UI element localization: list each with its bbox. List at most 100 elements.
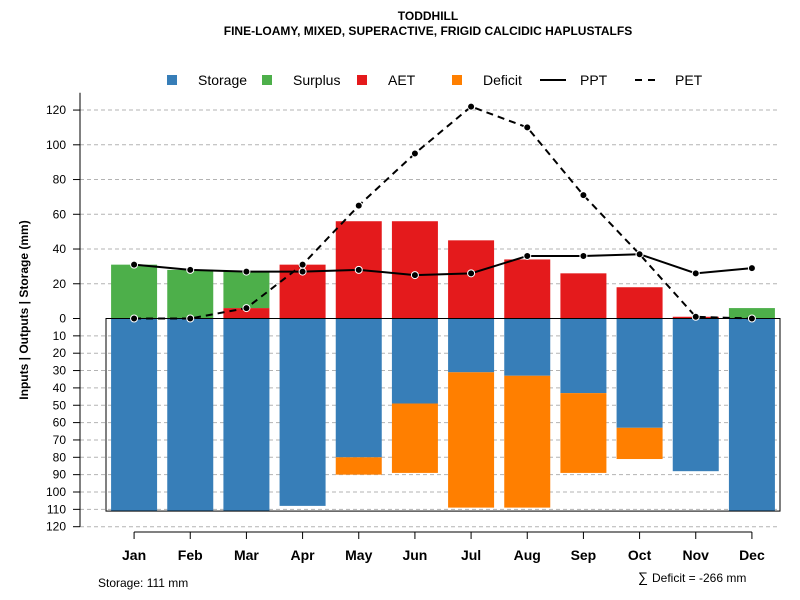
chart-title: TODDHILL bbox=[398, 9, 458, 23]
x-tick-label-nov: Nov bbox=[683, 547, 710, 563]
bar-deficit-aug bbox=[504, 375, 551, 508]
point-pet-oct bbox=[635, 250, 644, 259]
x-tick-label-jul: Jul bbox=[461, 547, 481, 563]
bar-storage-feb bbox=[167, 318, 214, 512]
x-tick-label-sep: Sep bbox=[571, 547, 597, 563]
point-ppt-nov bbox=[691, 269, 700, 278]
y-tick-label-pos-40: 40 bbox=[53, 242, 67, 256]
y-tick-label-neg-50: 50 bbox=[53, 398, 67, 412]
legend-swatch-deficit bbox=[452, 75, 462, 85]
point-ppt-jun bbox=[410, 271, 419, 280]
legend-label-ppt: PPT bbox=[580, 72, 608, 88]
bar-aet-jul bbox=[448, 240, 495, 319]
point-pet-jan bbox=[130, 314, 139, 323]
point-ppt-mar bbox=[242, 267, 251, 276]
point-ppt-may bbox=[354, 265, 363, 274]
point-ppt-jan bbox=[130, 260, 139, 269]
y-tick-label-pos-60: 60 bbox=[53, 207, 67, 221]
bar-aet-sep bbox=[560, 273, 607, 319]
legend-swatch-storage bbox=[167, 75, 177, 85]
bar-storage-oct bbox=[616, 318, 663, 428]
bar-storage-dec bbox=[728, 318, 775, 512]
point-ppt-dec bbox=[747, 264, 756, 273]
legend-label-surplus: Surplus bbox=[293, 72, 340, 88]
y-tick-label-neg-30: 30 bbox=[53, 364, 67, 378]
gridlines bbox=[80, 109, 780, 528]
y-tick-label-neg-10: 10 bbox=[53, 329, 67, 343]
point-pet-feb bbox=[186, 314, 195, 323]
y-tick-label-neg-0: 0 bbox=[59, 312, 66, 326]
x-tick-label-apr: Apr bbox=[291, 547, 316, 563]
sigma-symbol: ∑ bbox=[638, 569, 648, 585]
point-pet-mar bbox=[242, 304, 251, 313]
bar-aet-mar bbox=[223, 308, 270, 319]
point-ppt-aug bbox=[523, 251, 532, 260]
bar-aet-jun bbox=[391, 221, 438, 319]
x-tick-label-aug: Aug bbox=[514, 547, 541, 563]
point-pet-jun bbox=[410, 149, 419, 158]
bar-deficit-jun bbox=[391, 403, 438, 473]
y-tick-label-neg-80: 80 bbox=[53, 450, 67, 464]
point-ppt-feb bbox=[186, 265, 195, 274]
bar-storage-jul bbox=[448, 318, 495, 373]
legend-swatch-aet bbox=[357, 75, 367, 85]
series-lines bbox=[130, 102, 756, 323]
y-tick-label-neg-110: 110 bbox=[47, 502, 66, 516]
bar-storage-may bbox=[335, 318, 382, 458]
bars bbox=[111, 221, 775, 512]
deficit-note: Deficit = -266 mm bbox=[652, 571, 746, 585]
point-pet-dec bbox=[747, 314, 756, 323]
bar-surplus-mar bbox=[223, 271, 270, 309]
x-tick-label-dec: Dec bbox=[739, 547, 765, 563]
x-tick-label-mar: Mar bbox=[234, 547, 259, 563]
axes: 20 40 60 80 100 120 0 10 20 30 40 50 60 70 80 90 100 110 1… bbox=[46, 92, 781, 563]
bar-storage-aug bbox=[504, 318, 551, 376]
y-tick-label-pos-80: 80 bbox=[53, 173, 67, 187]
legend-label-aet: AET bbox=[388, 72, 416, 88]
legend-label-pet: PET bbox=[675, 72, 703, 88]
bar-surplus-jan bbox=[111, 264, 158, 319]
y-tick-label-neg-60: 60 bbox=[53, 416, 67, 430]
point-pet-sep bbox=[579, 191, 588, 200]
point-pet-aug bbox=[523, 123, 532, 132]
x-tick-label-jun: Jun bbox=[402, 547, 427, 563]
y-tick-label-neg-100: 100 bbox=[46, 485, 66, 499]
bar-aet-oct bbox=[616, 287, 663, 319]
bar-surplus-feb bbox=[167, 269, 214, 319]
bar-storage-jan bbox=[111, 318, 158, 512]
bar-deficit-sep bbox=[560, 393, 607, 473]
bar-deficit-may bbox=[335, 457, 382, 475]
x-tick-label-feb: Feb bbox=[178, 547, 203, 563]
point-pet-jul bbox=[467, 102, 476, 111]
y-tick-label-pos-100: 100 bbox=[46, 138, 66, 152]
point-ppt-jul bbox=[467, 269, 476, 278]
point-ppt-sep bbox=[579, 251, 588, 260]
legend-swatch-surplus bbox=[262, 75, 272, 85]
bar-deficit-oct bbox=[616, 427, 663, 460]
x-tick-label-jan: Jan bbox=[122, 547, 146, 563]
bar-storage-nov bbox=[672, 318, 719, 472]
legend-label-storage: Storage bbox=[198, 72, 247, 88]
point-ppt-apr bbox=[298, 267, 307, 276]
y-tick-label-neg-90: 90 bbox=[53, 468, 67, 482]
bar-storage-mar bbox=[223, 318, 270, 512]
y-tick-label-neg-40: 40 bbox=[53, 381, 67, 395]
bar-aet-aug bbox=[504, 259, 551, 319]
storage-note: Storage: 111 mm bbox=[98, 576, 188, 590]
y-tick-label-neg-120: 120 bbox=[46, 520, 66, 534]
bar-surplus-dec bbox=[728, 308, 775, 319]
y-axis-label: Inputs | Outputs | Storage (mm) bbox=[17, 220, 31, 399]
y-tick-label-neg-70: 70 bbox=[53, 433, 67, 447]
line-ppt bbox=[133, 253, 753, 277]
y-tick-label-pos-20: 20 bbox=[53, 277, 67, 291]
legend-label-deficit: Deficit bbox=[483, 72, 522, 88]
point-pet-may bbox=[354, 201, 363, 210]
storage-capacity-frame bbox=[105, 318, 781, 512]
legend: Storage Surplus AET Deficit PPT PET bbox=[167, 72, 703, 88]
bar-storage-apr bbox=[279, 318, 326, 506]
bar-storage-sep bbox=[560, 318, 607, 394]
bar-deficit-jul bbox=[448, 372, 495, 508]
y-tick-label-neg-20: 20 bbox=[53, 346, 67, 360]
point-pet-nov bbox=[691, 312, 700, 321]
